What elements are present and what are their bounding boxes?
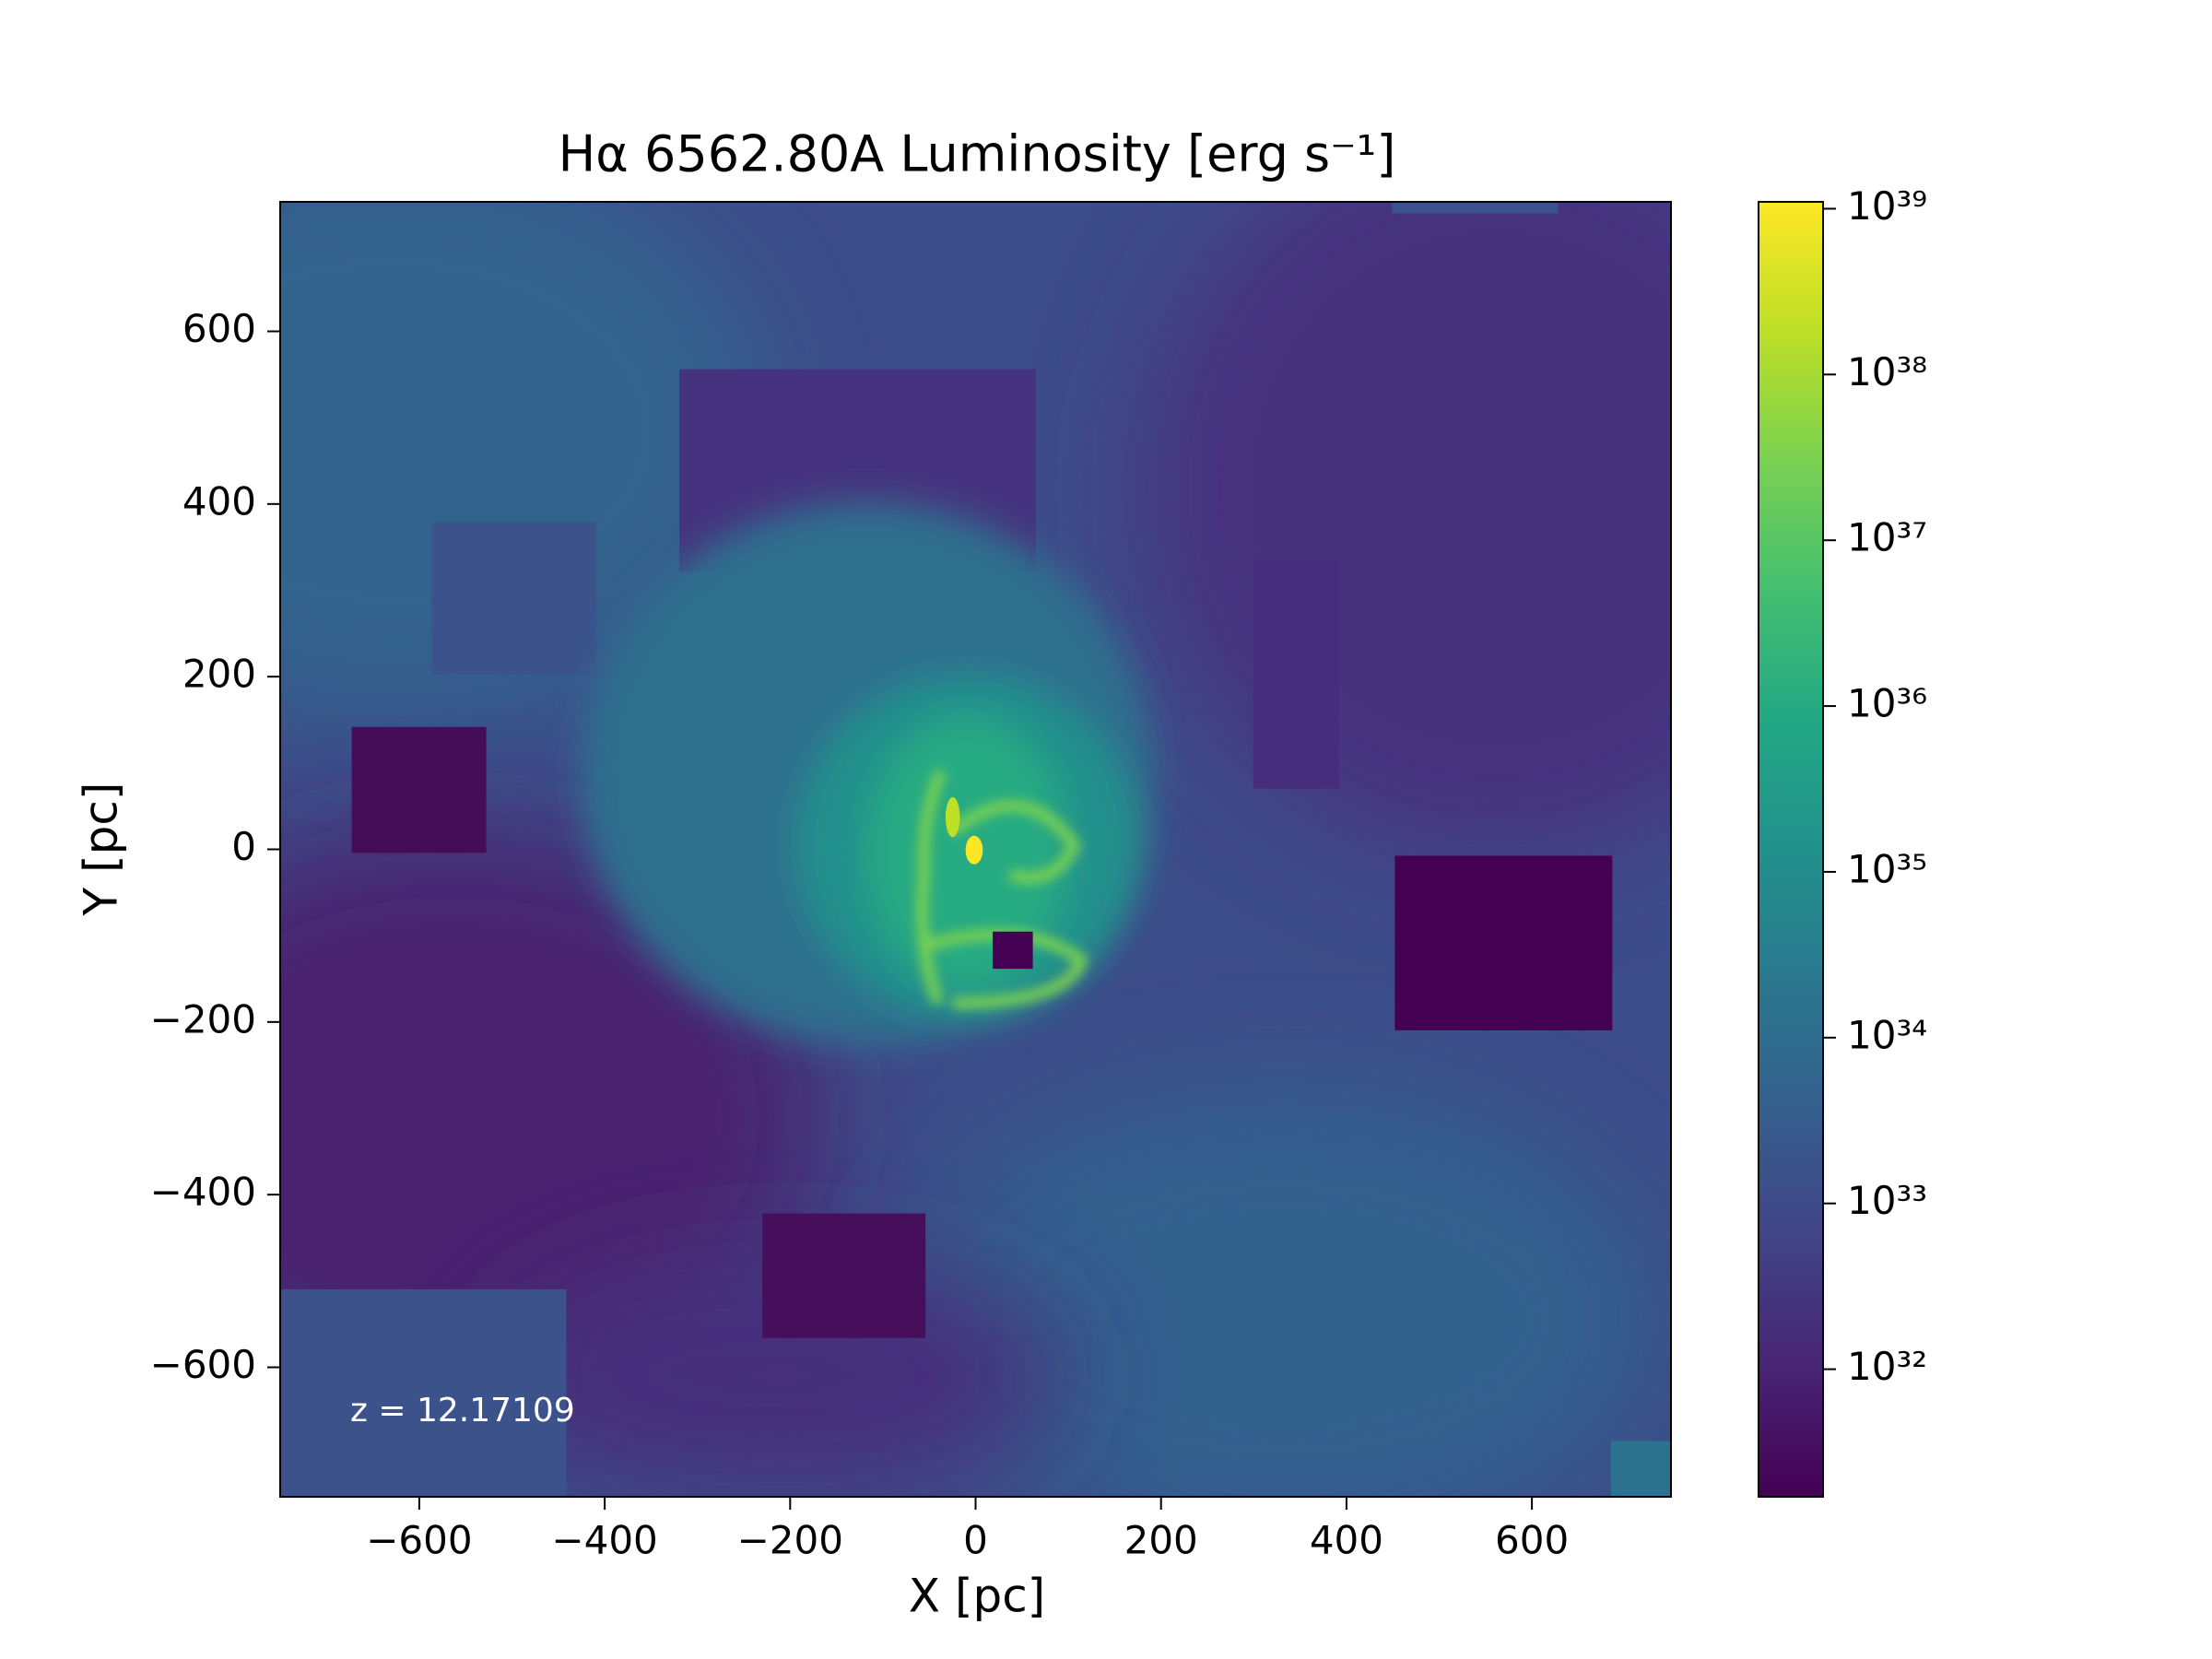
chart-title: Hα 6562.80A Luminosity [erg s⁻¹] bbox=[559, 125, 1396, 183]
x-tick-label: 0 bbox=[963, 1518, 988, 1563]
x-tick-label: 600 bbox=[1495, 1518, 1569, 1563]
colorbar-tick-label: 10³⁶ bbox=[1847, 681, 1927, 726]
y-tick-label: −200 bbox=[150, 996, 256, 1041]
x-tick-label: 200 bbox=[1124, 1518, 1198, 1563]
x-tick-label: 400 bbox=[1310, 1518, 1383, 1563]
colorbar-tick-label: 10³³ bbox=[1847, 1178, 1927, 1223]
colorbar-tick-label: 10³⁹ bbox=[1847, 183, 1927, 229]
colorbar bbox=[1758, 201, 1824, 1498]
y-tick-label: 200 bbox=[182, 652, 256, 697]
y-tick-label: 400 bbox=[182, 478, 256, 524]
colorbar-tick-label: 10³⁵ bbox=[1847, 846, 1927, 891]
x-axis-label: X [pc] bbox=[909, 1570, 1045, 1623]
y-tick-label: −400 bbox=[150, 1170, 256, 1215]
y-tick-label: −600 bbox=[150, 1342, 256, 1387]
x-tick-label: −600 bbox=[366, 1518, 472, 1563]
colorbar-tick-label: 10³² bbox=[1847, 1344, 1927, 1389]
heatmap-image bbox=[280, 202, 1671, 1497]
colorbar-tick-label: 10³⁷ bbox=[1847, 515, 1927, 560]
colorbar-tick-label: 10³⁴ bbox=[1847, 1012, 1927, 1057]
y-axis-label: Y [pc] bbox=[75, 782, 128, 917]
x-tick-label: −200 bbox=[737, 1518, 843, 1563]
y-tick-label: 0 bbox=[231, 824, 256, 869]
y-tick-label: 600 bbox=[182, 306, 256, 351]
annotation: z = 12.17109 bbox=[350, 1392, 575, 1430]
colorbar-tick-label: 10³⁸ bbox=[1847, 349, 1927, 394]
x-tick-label: −400 bbox=[551, 1518, 657, 1563]
